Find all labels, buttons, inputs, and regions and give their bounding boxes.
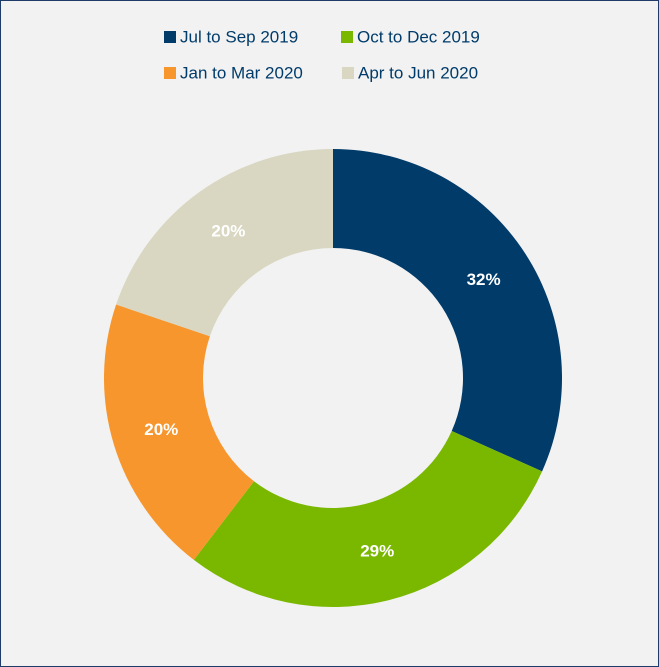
legend-label: Apr to Jun 2020	[358, 63, 478, 82]
legend-swatch	[341, 31, 353, 43]
legend-swatch	[164, 31, 176, 43]
donut-slice	[103, 304, 254, 560]
data-label: 29%	[360, 541, 394, 560]
legend-swatch	[342, 67, 354, 79]
data-label: 32%	[467, 270, 501, 289]
data-label: 20%	[211, 222, 245, 241]
legend-swatch	[164, 67, 176, 79]
donut-slice	[333, 149, 562, 472]
legend-label: Jan to Mar 2020	[180, 63, 303, 82]
donut-slice	[193, 430, 543, 608]
data-label: 20%	[144, 420, 178, 439]
legend-label: Oct to Dec 2019	[357, 27, 480, 46]
legend-label: Jul to Sep 2019	[180, 27, 298, 46]
donut-slice	[116, 149, 333, 337]
